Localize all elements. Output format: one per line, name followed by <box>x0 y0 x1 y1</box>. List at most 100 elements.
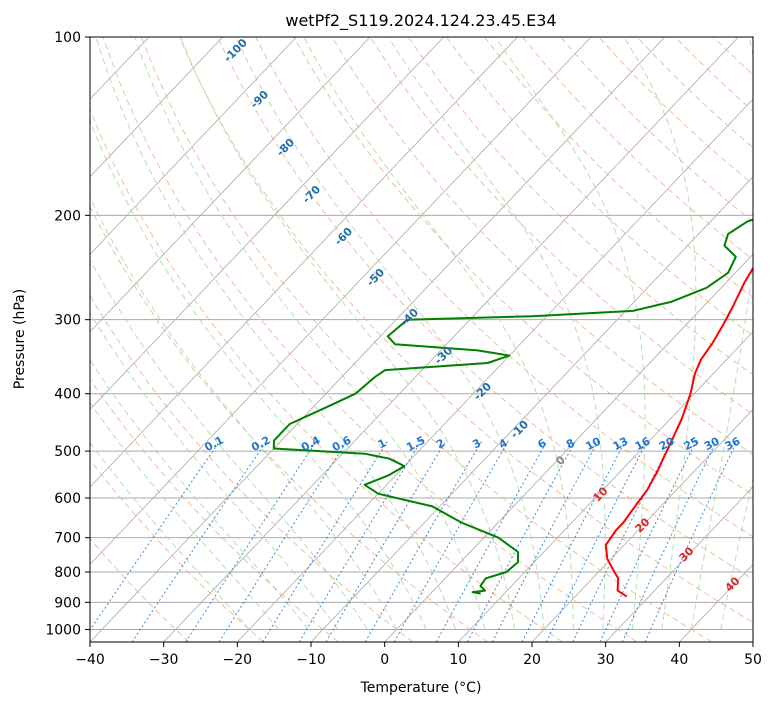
mixing-ratio-line <box>467 440 577 642</box>
mixing-ratio-line <box>599 440 697 642</box>
x-tick-label: 0 <box>380 652 389 668</box>
isotherm-line <box>90 37 224 178</box>
mixing-ratio-label: 16 <box>633 434 653 453</box>
y-tick-label: 500 <box>54 444 81 460</box>
moist-adiabat <box>95 37 456 630</box>
dry-adiabat <box>255 37 753 538</box>
mixing-ratio-label: 10 <box>583 434 603 453</box>
dry-adiabat <box>484 37 753 298</box>
dry-adiabat <box>751 37 753 40</box>
moist-adiabat <box>690 37 753 630</box>
mixing-ratio-line <box>435 440 548 642</box>
mixing-ratio-line <box>131 440 268 642</box>
isotherm-line <box>90 37 445 410</box>
dry-adiabat <box>90 378 339 642</box>
dry-adiabat <box>90 294 414 642</box>
isotherm-label: -100 <box>221 36 250 65</box>
dry-adiabat <box>140 37 712 642</box>
dry-adiabat <box>102 37 638 642</box>
y-axis-title: Pressure (hPa) <box>12 289 28 389</box>
moist-adiabat <box>90 401 280 630</box>
mixing-ratio-line <box>521 440 626 642</box>
mixing-ratio-label: 3 <box>470 436 483 451</box>
x-tick-label: 30 <box>597 652 615 668</box>
isotherm-label: 30 <box>677 544 697 564</box>
mixing-ratio-label: 6 <box>536 436 549 451</box>
moist-adiabat <box>623 37 697 630</box>
dry-adiabat <box>90 459 264 642</box>
mixing-ratio-label: 1 <box>376 436 389 451</box>
isotherm-label: -20 <box>471 380 494 403</box>
isotherm-label: 40 <box>723 574 743 594</box>
x-tick-label: −20 <box>223 652 253 668</box>
moist-adiabat <box>90 258 368 630</box>
x-tick-label: 40 <box>670 652 688 668</box>
grid-layer <box>0 37 753 642</box>
chart-title: wetPf2_S119.2024.124.23.45.E34 <box>285 11 556 31</box>
dry-adiabat <box>178 37 753 623</box>
dry-adiabat <box>522 37 753 260</box>
x-tick-label: 50 <box>744 652 762 668</box>
x-tick-label: 10 <box>449 652 467 668</box>
y-tick-label: 900 <box>54 595 81 611</box>
x-tick-label: −40 <box>75 652 105 668</box>
isotherm-line <box>384 253 753 642</box>
isotherm-label: -10 <box>508 418 531 441</box>
series-layer <box>272 218 753 598</box>
y-tick-label: 700 <box>54 531 81 547</box>
moist-adiabat <box>387 37 606 630</box>
dry-adiabat <box>90 537 190 642</box>
moist-adiabat <box>494 37 646 630</box>
isotherm-line <box>90 37 666 642</box>
dry-adiabat <box>712 37 753 76</box>
dry-adiabat <box>217 37 753 580</box>
isotherm-line <box>90 37 592 566</box>
moist-adiabat <box>303 37 574 630</box>
isotherm-line <box>458 331 753 642</box>
mixing-ratio-label: 30 <box>702 434 722 453</box>
moist-adiabat <box>90 196 398 630</box>
dry-adiabat <box>369 37 753 415</box>
moist-adiabat <box>90 312 339 630</box>
isotherm-line <box>90 37 371 333</box>
dry-adiabat <box>90 205 488 642</box>
dry-adiabat <box>407 37 753 376</box>
mixing-ratio-line <box>90 440 221 631</box>
isotherm-label: -90 <box>248 88 271 111</box>
mixing-ratio-label: 25 <box>682 435 702 454</box>
isotherm-label: -70 <box>300 183 323 206</box>
moist-adiabat <box>134 37 486 630</box>
isotherm-line <box>752 641 753 642</box>
mixing-ratio-label: 2 <box>434 436 447 451</box>
moist-adiabat <box>90 441 250 630</box>
mixing-ratio-label: 13 <box>611 435 631 454</box>
mixing-ratio-line <box>325 440 447 642</box>
dry-adiabat <box>636 37 753 149</box>
moist-adiabat <box>90 359 309 630</box>
y-tick-label: 400 <box>54 387 81 403</box>
y-tick-label: 600 <box>54 491 81 507</box>
isotherm-line <box>0 37 2 642</box>
axis-layer: −40 −30 −20 −10 0 10 20 30 40 5010020030040050060… <box>45 30 762 668</box>
y-tick-label: 200 <box>54 208 81 224</box>
mixing-ratio-label: 8 <box>564 436 577 451</box>
mixing-ratio-line <box>621 440 718 642</box>
y-tick-label: 800 <box>54 565 81 581</box>
dewpoint-line <box>272 218 753 595</box>
dry-adiabat <box>560 37 753 223</box>
y-tick-label: 100 <box>54 30 81 46</box>
x-tick-label: −10 <box>296 652 326 668</box>
isotherm-line <box>163 37 739 642</box>
isotherm-line <box>605 486 753 642</box>
moist-adiabat <box>235 37 545 630</box>
mixing-ratio-label: 4 <box>497 436 510 451</box>
moist-adiabat <box>720 476 753 630</box>
mixing-ratio-line <box>262 440 389 642</box>
dry-adiabat <box>293 37 753 496</box>
isotherm-line <box>90 37 518 488</box>
mixing-ratio-line <box>644 440 738 642</box>
moist-adiabat <box>180 37 515 630</box>
x-tick-label: 20 <box>523 652 541 668</box>
moist-adiabat <box>90 119 427 630</box>
